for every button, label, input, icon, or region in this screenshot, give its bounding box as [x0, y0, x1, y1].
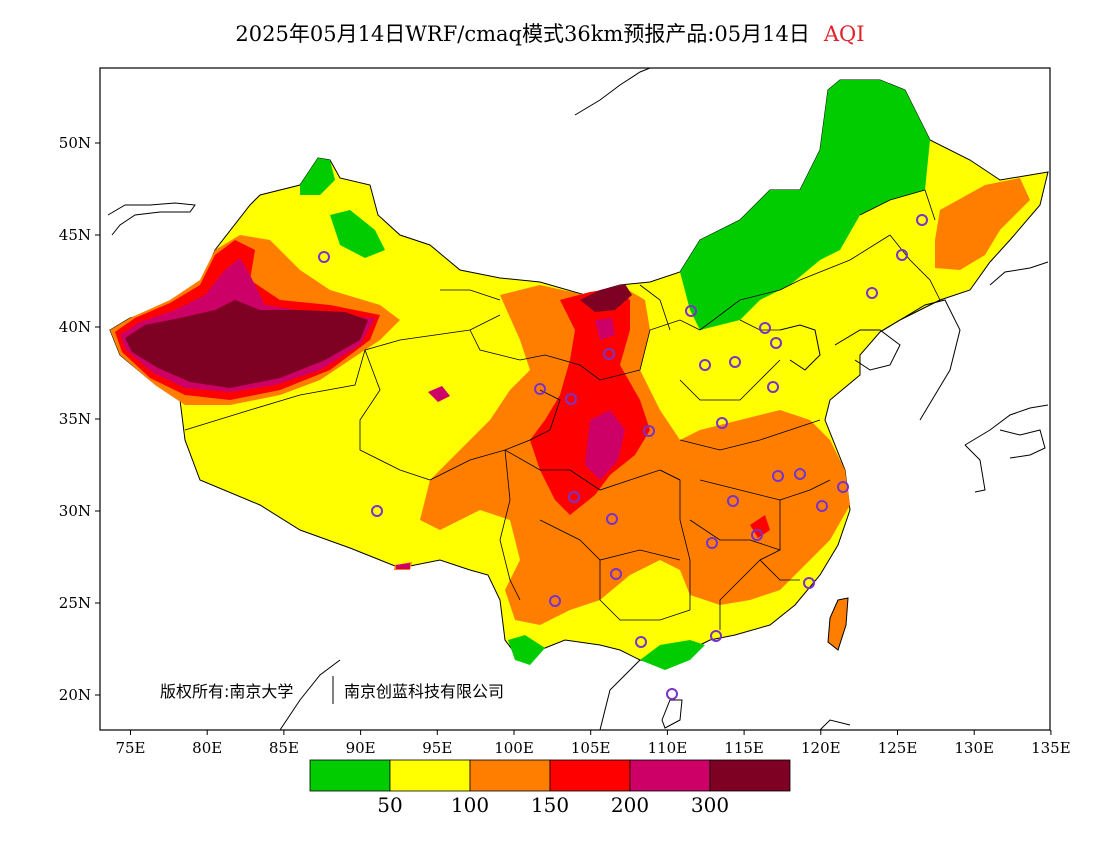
lon-tick-label: 90E — [346, 739, 376, 757]
lat-tick-label: 20N — [59, 686, 91, 704]
plot-frame — [99, 67, 1051, 731]
lon-tick-label: 130E — [954, 739, 994, 757]
lon-tick-label: 85E — [269, 739, 299, 757]
lon-tick-label: 75E — [115, 739, 145, 757]
lon-tick-label: 110E — [648, 739, 688, 757]
coastlines — [107, 68, 1049, 730]
colorbar-label: 150 — [531, 793, 569, 817]
region-aqi-good-tianshan — [330, 210, 385, 258]
lat-tick-label: 45N — [59, 226, 91, 244]
lon-tick-label: 95E — [422, 739, 452, 757]
colorbar-swatch — [309, 759, 391, 792]
region-aqi-good-altai — [300, 158, 335, 195]
region-aqi-good-northeast — [680, 80, 930, 330]
title-variable: AQI — [823, 22, 865, 46]
lon-tick-label: 125E — [878, 739, 918, 757]
lat-tick-label: 25N — [59, 594, 91, 612]
region-aqi-unhealthy-sensitive-taiwan — [827, 597, 849, 651]
colorbar-swatch — [629, 759, 711, 792]
colorbar-swatch — [469, 759, 551, 792]
lon-axis: 75E 80E 85E 90E 95E 100E 105E 110E 115E 120E 125E 1… — [115, 730, 1071, 757]
lon-tick-label: 80E — [192, 739, 222, 757]
station-markers — [318, 214, 928, 700]
lat-tick-label: 30N — [59, 502, 91, 520]
region-aqi-unhealthy-small — [750, 515, 770, 538]
title-main: 2025年05月14日WRF/cmaq模式36km预报产品:05月14日 — [235, 22, 810, 46]
map-plot-area: 版权所有:南京大学 南京创蓝科技有限公司 — [100, 68, 1050, 730]
lon-tick-label: 120E — [801, 739, 841, 757]
lon-tick-label: 115E — [724, 739, 764, 757]
region-aqi-unhealthy-sensitive-northeast — [935, 178, 1030, 270]
region-aqi-hazardous-ordos — [580, 284, 632, 312]
colorbar-label: 50 — [377, 793, 402, 817]
colorbar: 50 100 150 200 300 — [309, 759, 791, 817]
region-aqi-very-unhealthy-tibet — [396, 563, 410, 569]
province-boundaries — [184, 189, 941, 630]
colorbar-swatch — [709, 759, 791, 792]
colorbar-swatch — [389, 759, 471, 792]
lat-tick-label: 35N — [59, 410, 91, 428]
colorbar-label: 200 — [611, 793, 649, 817]
region-aqi-very-unhealthy-central — [585, 410, 625, 480]
lon-tick-label: 100E — [494, 739, 534, 757]
colorbar-label: 100 — [451, 793, 489, 817]
region-aqi-good-yunnan-south — [508, 635, 545, 665]
lat-axis: 50N 45N 40N 35N 30N 25N 20N — [59, 134, 100, 704]
region-aqi-good-south — [640, 640, 705, 670]
lat-tick-label: 40N — [59, 318, 91, 336]
colorbar-swatch — [549, 759, 631, 792]
lon-tick-label: 105E — [571, 739, 611, 757]
copyright-owner: 版权所有:南京大学 — [160, 682, 293, 701]
region-aqi-very-unhealthy-qinghai — [428, 386, 450, 402]
region-aqi-very-unhealthy-north — [595, 318, 615, 340]
region-aqi-unhealthy-central — [530, 288, 650, 515]
lat-tick-label: 50N — [59, 134, 91, 152]
copyright-company: 南京创蓝科技有限公司 — [344, 682, 504, 701]
copyright-notice: 版权所有:南京大学 南京创蓝科技有限公司 — [160, 676, 504, 704]
colorbar-label: 300 — [691, 793, 729, 817]
region-aqi-hazardous-tarim — [125, 300, 368, 388]
map-title: 2025年05月14日WRF/cmaq模式36km预报产品:05月14日 AQI — [0, 18, 1100, 48]
lon-tick-label: 135E — [1031, 739, 1071, 757]
